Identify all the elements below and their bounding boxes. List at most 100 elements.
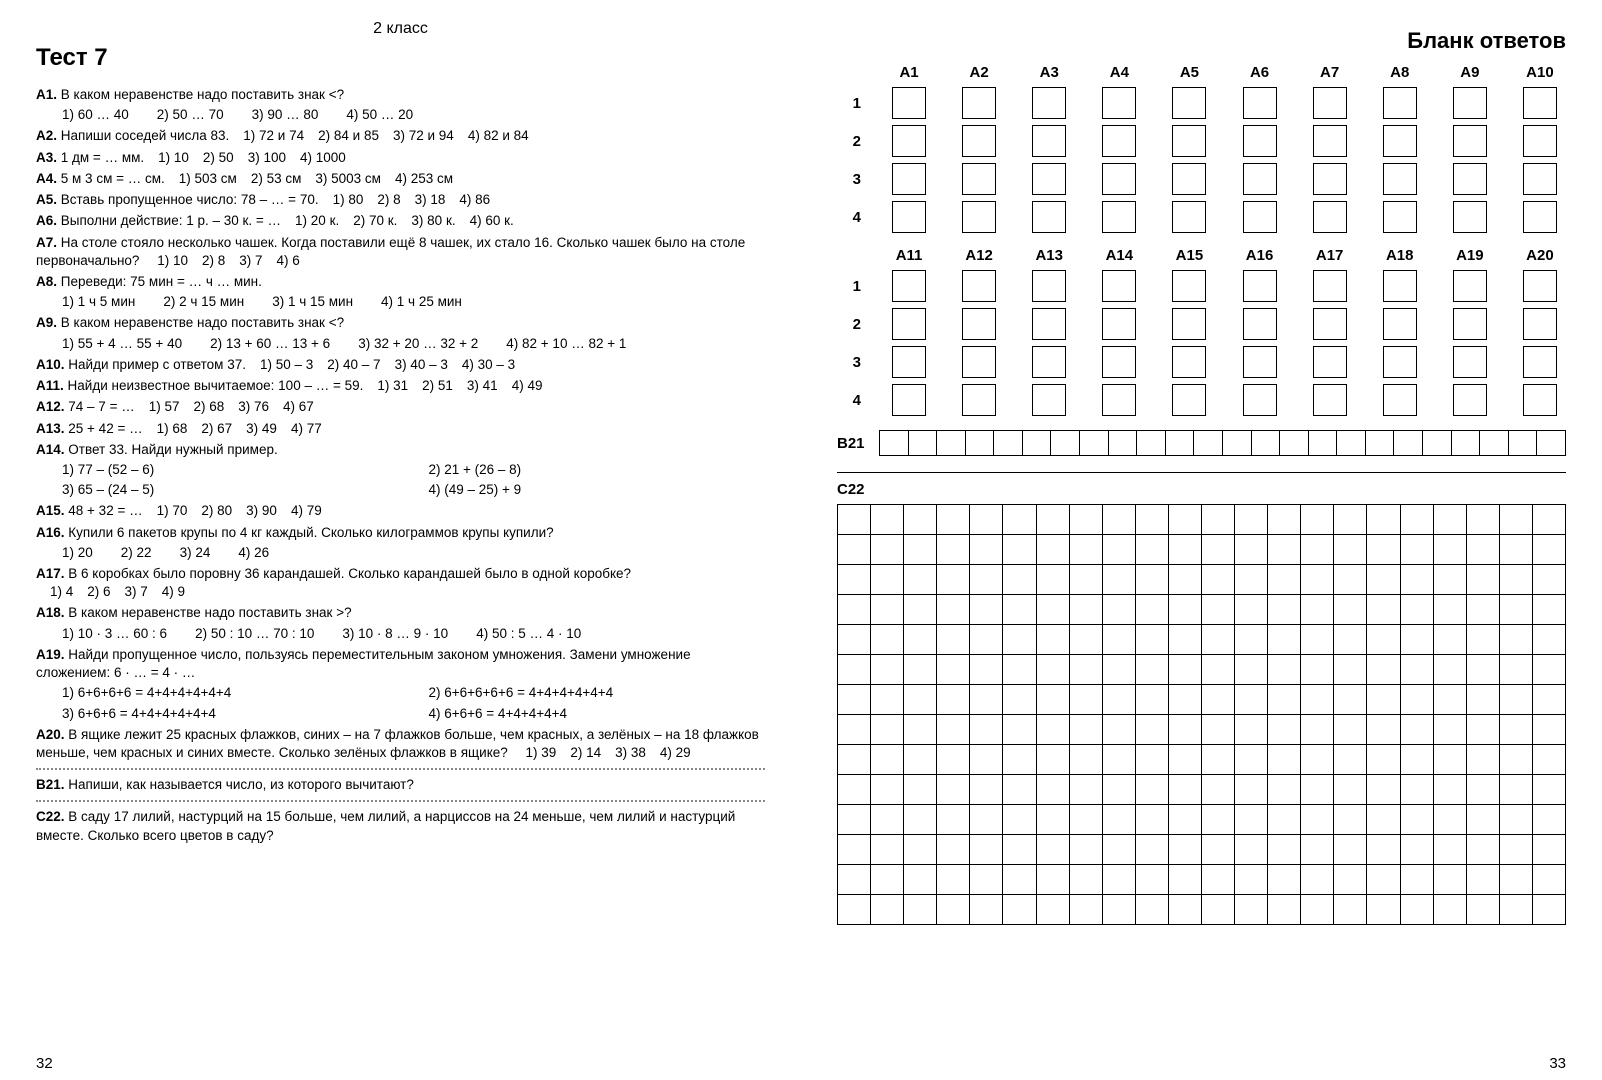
c22-cell[interactable] <box>1500 655 1533 685</box>
answer-box[interactable] <box>1243 384 1277 416</box>
c22-cell[interactable] <box>904 835 937 865</box>
c22-cell[interactable] <box>1070 565 1103 595</box>
c22-cell[interactable] <box>1136 775 1169 805</box>
c22-cell[interactable] <box>1434 655 1467 685</box>
answer-box[interactable] <box>1032 270 1066 302</box>
c22-cell[interactable] <box>1301 745 1334 775</box>
c22-cell[interactable] <box>1037 775 1070 805</box>
c22-cell[interactable] <box>1533 895 1566 925</box>
c22-cell[interactable] <box>1136 835 1169 865</box>
c22-cell[interactable] <box>1434 505 1467 535</box>
c22-cell[interactable] <box>1434 805 1467 835</box>
c22-cell[interactable] <box>904 715 937 745</box>
answer-box[interactable] <box>1453 163 1487 195</box>
c22-cell[interactable] <box>970 715 1003 745</box>
answer-box[interactable] <box>962 125 996 157</box>
c22-cell[interactable] <box>871 565 904 595</box>
c22-cell[interactable] <box>904 805 937 835</box>
b21-cell[interactable] <box>937 430 966 456</box>
c22-cell[interactable] <box>1301 505 1334 535</box>
c22-cell[interactable] <box>1434 685 1467 715</box>
c22-cell[interactable] <box>1003 505 1036 535</box>
c22-cell[interactable] <box>1533 655 1566 685</box>
answer-box[interactable] <box>1172 163 1206 195</box>
c22-cell[interactable] <box>1533 865 1566 895</box>
answer-box[interactable] <box>1243 346 1277 378</box>
c22-cell[interactable] <box>1070 595 1103 625</box>
c22-cell[interactable] <box>1334 595 1367 625</box>
c22-cell[interactable] <box>1533 565 1566 595</box>
c22-cell[interactable] <box>1103 565 1136 595</box>
c22-cell[interactable] <box>1070 895 1103 925</box>
c22-cell[interactable] <box>1401 745 1434 775</box>
c22-cell[interactable] <box>1500 895 1533 925</box>
c22-cell[interactable] <box>904 505 937 535</box>
c22-cell[interactable] <box>1434 565 1467 595</box>
c22-cell[interactable] <box>1268 535 1301 565</box>
answer-box[interactable] <box>1172 308 1206 340</box>
answer-box[interactable] <box>962 384 996 416</box>
c22-cell[interactable] <box>1301 835 1334 865</box>
c22-cell[interactable] <box>1500 775 1533 805</box>
answer-box[interactable] <box>1383 201 1417 233</box>
answer-box[interactable] <box>1453 384 1487 416</box>
c22-cell[interactable] <box>1169 565 1202 595</box>
c22-cell[interactable] <box>970 565 1003 595</box>
c22-cell[interactable] <box>1401 595 1434 625</box>
c22-cell[interactable] <box>1301 625 1334 655</box>
answer-box[interactable] <box>1032 201 1066 233</box>
c22-cell[interactable] <box>1136 865 1169 895</box>
c22-cell[interactable] <box>1334 505 1367 535</box>
c22-cell[interactable] <box>1467 895 1500 925</box>
c22-cell[interactable] <box>1268 805 1301 835</box>
answer-box[interactable] <box>1523 125 1557 157</box>
c22-cell[interactable] <box>1367 775 1400 805</box>
c22-cell[interactable] <box>904 895 937 925</box>
answer-box[interactable] <box>1313 87 1347 119</box>
c22-cell[interactable] <box>1103 775 1136 805</box>
c22-cell[interactable] <box>970 805 1003 835</box>
c22-cell[interactable] <box>1268 715 1301 745</box>
c22-cell[interactable] <box>1037 655 1070 685</box>
c22-cell[interactable] <box>904 535 937 565</box>
c22-cell[interactable] <box>1401 835 1434 865</box>
c22-cell[interactable] <box>1334 895 1367 925</box>
c22-cell[interactable] <box>1334 715 1367 745</box>
c22-cell[interactable] <box>1533 745 1566 775</box>
answer-box[interactable] <box>1243 87 1277 119</box>
answer-box[interactable] <box>1172 125 1206 157</box>
c22-cell[interactable] <box>1367 895 1400 925</box>
c22-cell[interactable] <box>1268 655 1301 685</box>
b21-cell[interactable] <box>1509 430 1538 456</box>
answer-box[interactable] <box>1523 346 1557 378</box>
c22-cell[interactable] <box>1169 745 1202 775</box>
c22-cell[interactable] <box>1037 745 1070 775</box>
answer-box[interactable] <box>1383 384 1417 416</box>
c22-cell[interactable] <box>937 775 970 805</box>
answer-box[interactable] <box>1523 87 1557 119</box>
c22-cell[interactable] <box>1401 505 1434 535</box>
c22-cell[interactable] <box>1434 595 1467 625</box>
c22-cell[interactable] <box>1268 865 1301 895</box>
b21-cell[interactable] <box>1252 430 1281 456</box>
c22-cell[interactable] <box>1070 685 1103 715</box>
c22-cell[interactable] <box>1070 835 1103 865</box>
c22-cell[interactable] <box>1467 805 1500 835</box>
c22-cell[interactable] <box>1136 745 1169 775</box>
c22-cell[interactable] <box>1037 865 1070 895</box>
c22-cell[interactable] <box>1334 655 1367 685</box>
c22-cell[interactable] <box>838 895 871 925</box>
c22-cell[interactable] <box>1401 685 1434 715</box>
c22-cell[interactable] <box>1235 535 1268 565</box>
c22-cell[interactable] <box>871 505 904 535</box>
c22-cell[interactable] <box>1268 745 1301 775</box>
c22-cell[interactable] <box>1202 805 1235 835</box>
answer-box[interactable] <box>1102 125 1136 157</box>
c22-cell[interactable] <box>1268 565 1301 595</box>
c22-cell[interactable] <box>904 865 937 895</box>
answer-box[interactable] <box>1383 87 1417 119</box>
c22-cell[interactable] <box>937 745 970 775</box>
answer-box[interactable] <box>1523 384 1557 416</box>
c22-cell[interactable] <box>904 775 937 805</box>
c22-cell[interactable] <box>1434 745 1467 775</box>
